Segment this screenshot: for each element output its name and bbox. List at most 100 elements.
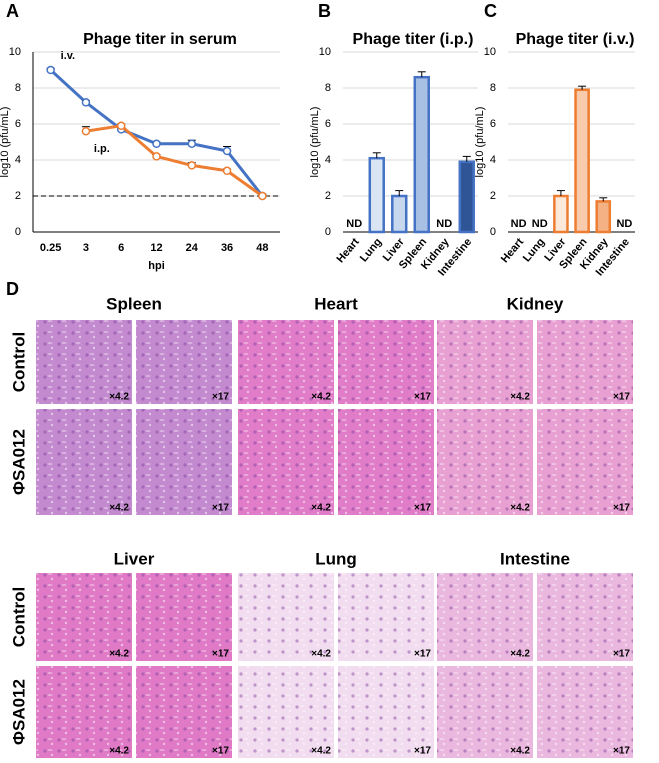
y-tick-label: 2 xyxy=(490,190,496,202)
panel-label: B xyxy=(318,1,331,21)
nd-label: ND xyxy=(511,218,527,230)
magnification-label: ×17 xyxy=(414,503,431,514)
data-point xyxy=(81,98,91,107)
magnification-label: ×17 xyxy=(212,392,229,403)
histology-texture xyxy=(36,573,132,661)
magnification-label: ×4.2 xyxy=(109,392,129,403)
y-tick-label: 8 xyxy=(325,82,331,94)
histology-texture xyxy=(437,320,533,404)
x-tick-label: 36 xyxy=(221,242,233,254)
y-tick-label: 6 xyxy=(15,118,21,130)
panel-label: A xyxy=(6,1,19,21)
x-tick-label: Lung xyxy=(358,236,384,264)
histology-texture xyxy=(136,409,232,515)
data-point xyxy=(187,161,197,170)
data-point xyxy=(187,139,197,149)
magnification-label: ×17 xyxy=(212,503,229,514)
histology-texture xyxy=(238,320,334,404)
bar xyxy=(458,160,475,234)
x-tick-label: 48 xyxy=(256,242,268,254)
tissue-title: Heart xyxy=(314,294,358,313)
histology-texture xyxy=(338,666,434,758)
magnification-label: ×17 xyxy=(414,746,431,757)
x-tick-label: Heart xyxy=(335,236,362,266)
row-label: Control xyxy=(9,587,28,647)
data-point xyxy=(46,65,55,75)
histology-texture xyxy=(537,320,633,404)
magnification-label: ×17 xyxy=(613,503,630,514)
magnification-label: ×4.2 xyxy=(109,746,129,757)
histology-texture xyxy=(136,320,232,404)
y-axis-label: log10 (pfu/mL) xyxy=(474,107,486,178)
data-point xyxy=(222,146,232,156)
y-tick-label: 0 xyxy=(325,226,331,238)
x-tick-label: 12 xyxy=(150,242,162,254)
tissue-title: Liver xyxy=(114,549,155,568)
bar xyxy=(595,200,612,234)
magnification-label: ×4.2 xyxy=(311,746,331,757)
x-tick-label: 6 xyxy=(118,242,124,254)
y-tick-label: 2 xyxy=(325,190,331,202)
y-tick-label: 4 xyxy=(15,154,21,166)
nd-label: ND xyxy=(616,218,632,230)
x-tick-label: 24 xyxy=(186,242,199,254)
bar xyxy=(413,75,430,234)
data-point xyxy=(81,126,91,136)
magnification-label: ×17 xyxy=(212,746,229,757)
panel-label: C xyxy=(484,1,497,21)
y-tick-label: 8 xyxy=(490,82,496,94)
histology-texture xyxy=(537,666,633,758)
tissue-title: Kidney xyxy=(507,294,564,313)
series-label: i.v. xyxy=(61,50,75,62)
row-label: ΦSA012 xyxy=(9,429,28,495)
nd-label: ND xyxy=(436,218,452,230)
data-point xyxy=(222,166,232,176)
histology-texture xyxy=(537,573,633,661)
magnification-label: ×4.2 xyxy=(510,392,530,403)
panel-label: D xyxy=(6,279,19,299)
histology-texture xyxy=(338,409,434,515)
magnification-label: ×4.2 xyxy=(311,503,331,514)
bar xyxy=(368,156,385,234)
magnification-label: ×4.2 xyxy=(109,503,129,514)
y-tick-label: 4 xyxy=(325,154,331,166)
histology-texture xyxy=(238,573,334,661)
magnification-label: ×4.2 xyxy=(109,649,129,660)
y-tick-label: 4 xyxy=(490,154,496,166)
series-line xyxy=(85,124,264,198)
row-label: ΦSA012 xyxy=(9,679,28,745)
histology-texture xyxy=(136,666,232,758)
row-label: Control xyxy=(9,332,28,392)
nd-label: ND xyxy=(346,218,362,230)
histology-texture xyxy=(437,409,533,515)
chart-title: Phage titer in serum xyxy=(83,31,237,48)
histology-texture xyxy=(36,666,132,758)
histology-texture xyxy=(537,409,633,515)
y-tick-label: 10 xyxy=(9,46,21,58)
magnification-label: ×17 xyxy=(613,746,630,757)
y-tick-label: 0 xyxy=(490,226,496,238)
bar xyxy=(391,194,408,234)
x-tick-label: Lung xyxy=(521,236,547,264)
y-tick-label: 0 xyxy=(15,226,21,238)
magnification-label: ×17 xyxy=(212,649,229,660)
magnification-label: ×17 xyxy=(414,392,431,403)
magnification-label: ×4.2 xyxy=(510,649,530,660)
x-tick-label: Heart xyxy=(499,236,526,266)
y-tick-label: 2 xyxy=(15,190,21,202)
histology-texture xyxy=(437,666,533,758)
x-tick-label: 0.25 xyxy=(40,242,61,254)
magnification-label: ×4.2 xyxy=(510,503,530,514)
magnification-label: ×17 xyxy=(613,392,630,403)
y-tick-label: 6 xyxy=(490,118,496,130)
magnification-label: ×17 xyxy=(414,649,431,660)
magnification-label: ×17 xyxy=(613,649,630,660)
magnification-label: ×4.2 xyxy=(311,649,331,660)
data-point xyxy=(152,152,161,161)
histology-texture xyxy=(238,666,334,758)
magnification-label: ×4.2 xyxy=(311,392,331,403)
tissue-title: Lung xyxy=(315,549,357,568)
series-label: i.p. xyxy=(94,143,110,155)
data-point xyxy=(116,121,126,131)
tissue-title: Spleen xyxy=(106,294,162,313)
